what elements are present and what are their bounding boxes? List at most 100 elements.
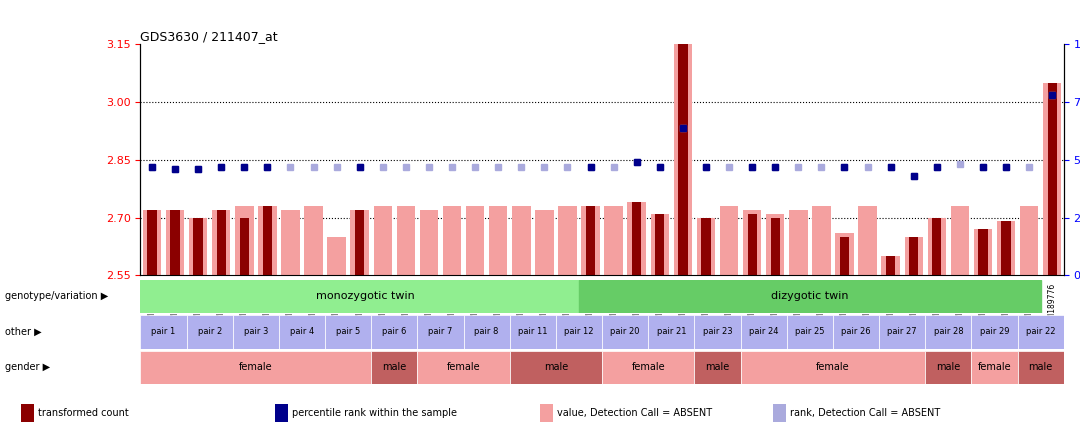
Bar xyxy=(835,233,853,275)
Bar xyxy=(581,206,599,275)
Bar xyxy=(678,2,688,275)
Text: pair 24: pair 24 xyxy=(748,327,779,337)
Text: pair 2: pair 2 xyxy=(198,327,221,337)
Bar xyxy=(741,315,786,349)
Bar xyxy=(489,206,508,275)
Text: transformed count: transformed count xyxy=(38,408,130,418)
Bar xyxy=(171,210,179,275)
Text: pair 6: pair 6 xyxy=(382,327,406,337)
Bar xyxy=(972,315,1017,349)
Bar xyxy=(972,351,1017,384)
Bar xyxy=(766,214,784,275)
Text: male: male xyxy=(936,362,960,373)
Text: pair 28: pair 28 xyxy=(933,327,963,337)
Text: dizygotic twin: dizygotic twin xyxy=(771,291,849,301)
Text: pair 29: pair 29 xyxy=(980,327,1010,337)
Bar xyxy=(747,214,757,275)
Bar xyxy=(327,237,346,275)
Text: female: female xyxy=(239,362,272,373)
Bar xyxy=(786,315,833,349)
Bar xyxy=(233,315,279,349)
Text: gender ▶: gender ▶ xyxy=(5,362,51,372)
Bar xyxy=(879,315,926,349)
Text: rank, Detection Call = ABSENT: rank, Detection Call = ABSENT xyxy=(789,408,940,418)
Bar xyxy=(396,206,415,275)
Bar xyxy=(627,202,646,275)
Bar xyxy=(605,206,623,275)
Bar xyxy=(579,280,1041,313)
Bar xyxy=(258,206,276,275)
Bar xyxy=(351,210,369,275)
Bar xyxy=(926,315,972,349)
Bar xyxy=(997,222,1015,275)
Bar xyxy=(212,210,230,275)
Text: pair 11: pair 11 xyxy=(518,327,548,337)
Bar xyxy=(603,315,648,349)
Text: pair 12: pair 12 xyxy=(564,327,594,337)
Bar xyxy=(909,237,918,275)
Text: other ▶: other ▶ xyxy=(5,327,42,337)
Bar xyxy=(926,351,972,384)
Bar xyxy=(632,202,642,275)
Bar xyxy=(603,351,694,384)
Bar xyxy=(928,218,946,275)
Bar xyxy=(240,218,248,275)
Bar xyxy=(950,206,969,275)
Bar xyxy=(694,351,741,384)
Bar xyxy=(556,315,603,349)
Text: male: male xyxy=(382,362,406,373)
Bar xyxy=(355,210,364,275)
Bar xyxy=(305,206,323,275)
Bar xyxy=(22,404,35,422)
Bar xyxy=(743,210,761,275)
Text: pair 25: pair 25 xyxy=(795,327,825,337)
Text: pair 8: pair 8 xyxy=(474,327,499,337)
Bar xyxy=(140,351,372,384)
Bar xyxy=(771,218,780,275)
Bar xyxy=(1001,222,1011,275)
Bar xyxy=(143,210,161,275)
Text: pair 20: pair 20 xyxy=(610,327,640,337)
Bar xyxy=(217,210,226,275)
Text: pair 7: pair 7 xyxy=(429,327,453,337)
Bar xyxy=(773,404,785,422)
Bar xyxy=(465,206,484,275)
Bar xyxy=(932,218,942,275)
Bar xyxy=(193,218,203,275)
Text: female: female xyxy=(977,362,1011,373)
Bar xyxy=(1020,206,1038,275)
Bar xyxy=(859,206,877,275)
Bar xyxy=(840,237,849,275)
Bar xyxy=(325,315,372,349)
Bar xyxy=(189,218,207,275)
Bar xyxy=(281,210,299,275)
Text: GDS3630 / 211407_at: GDS3630 / 211407_at xyxy=(140,30,278,43)
Bar xyxy=(701,218,711,275)
Bar xyxy=(648,315,694,349)
Text: percentile rank within the sample: percentile rank within the sample xyxy=(293,408,457,418)
Text: pair 23: pair 23 xyxy=(703,327,732,337)
Bar xyxy=(443,206,461,275)
Bar xyxy=(812,206,831,275)
Bar xyxy=(417,351,510,384)
Bar xyxy=(905,237,923,275)
Bar xyxy=(187,315,233,349)
Bar xyxy=(586,206,595,275)
Bar xyxy=(540,404,553,422)
Bar xyxy=(372,315,417,349)
Bar xyxy=(510,315,556,349)
Bar xyxy=(650,214,669,275)
Bar xyxy=(1048,83,1057,275)
Bar xyxy=(1043,83,1062,275)
Bar xyxy=(674,2,692,275)
Bar xyxy=(978,229,987,275)
Bar xyxy=(694,315,741,349)
Text: female: female xyxy=(632,362,665,373)
Text: pair 1: pair 1 xyxy=(151,327,176,337)
Bar xyxy=(147,210,157,275)
Bar xyxy=(279,315,325,349)
Text: female: female xyxy=(816,362,850,373)
Bar xyxy=(741,351,926,384)
Bar xyxy=(262,206,272,275)
Bar xyxy=(374,206,392,275)
